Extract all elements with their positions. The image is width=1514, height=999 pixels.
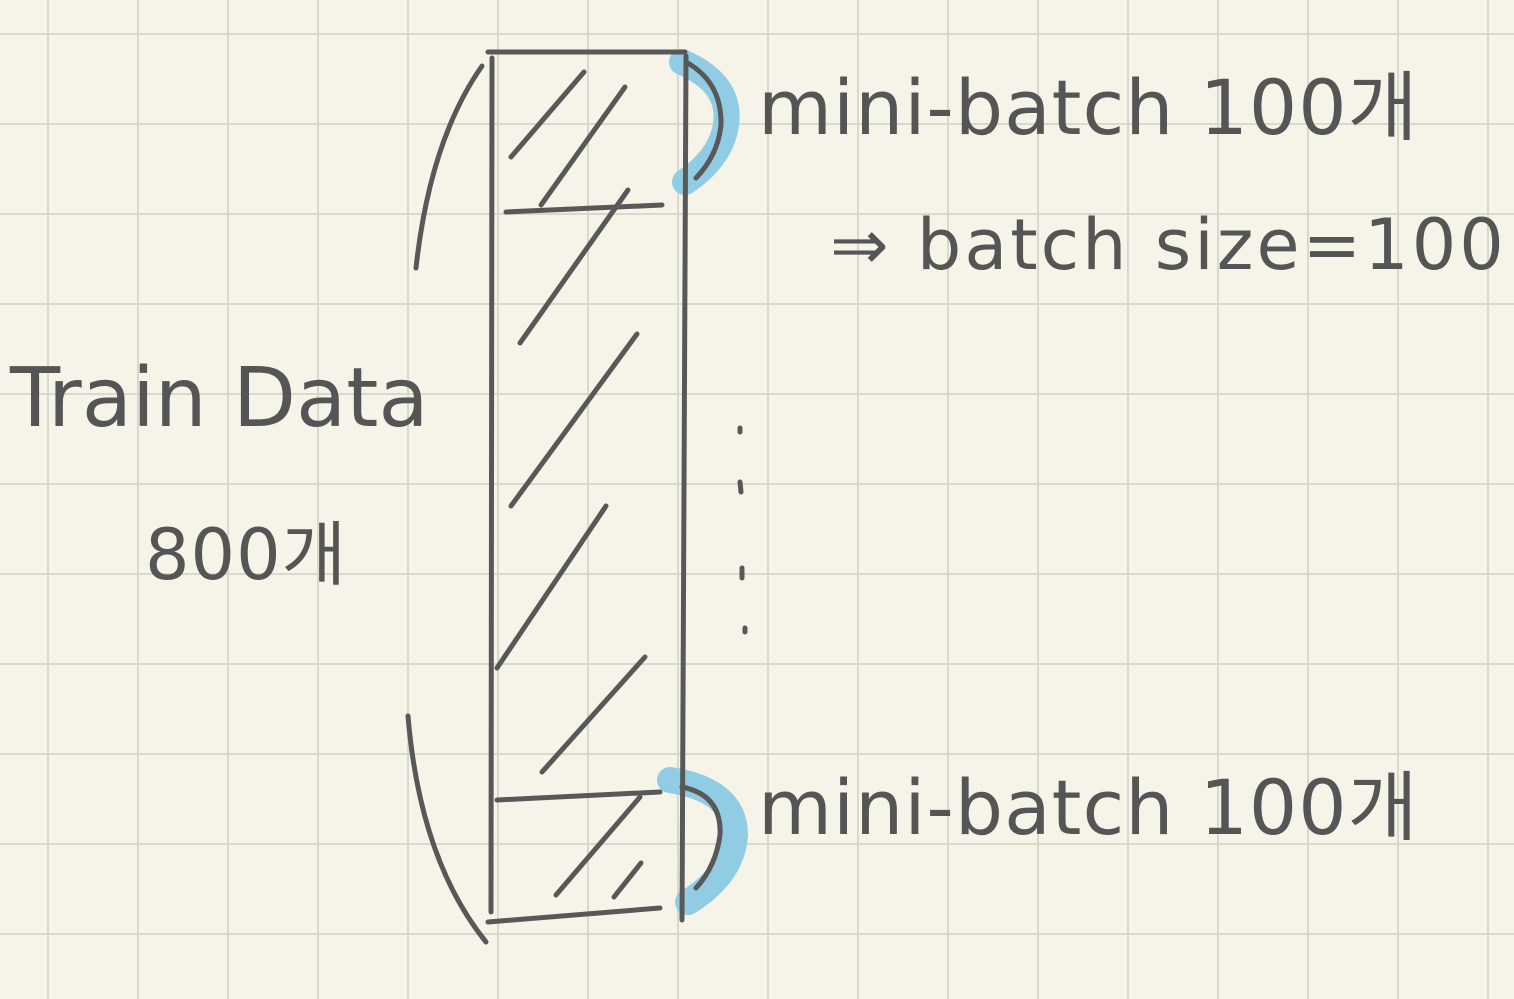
mini-batch-top-label: mini-batch 100개 bbox=[758, 63, 1419, 152]
mini-batch-bottom-label: mini-batch 100개 bbox=[758, 763, 1419, 852]
hatch-stroke bbox=[508, 331, 640, 509]
train-data-label: Train Data bbox=[10, 351, 429, 446]
hatching bbox=[494, 69, 648, 900]
data-column-bottom-edge bbox=[485, 905, 663, 925]
hatch-stroke bbox=[611, 860, 644, 900]
train-data-count: 800개 bbox=[145, 514, 348, 596]
bottom-batch-divider bbox=[494, 789, 663, 803]
top-bracket bbox=[683, 59, 724, 181]
hatch-stroke bbox=[538, 84, 628, 208]
top-batch-divider bbox=[503, 202, 665, 215]
hatch-stroke bbox=[517, 187, 631, 346]
train-data-brace-upper bbox=[413, 63, 485, 271]
hatch-stroke bbox=[553, 794, 643, 898]
train-data-brace-lower bbox=[405, 713, 489, 945]
ellipsis-dots bbox=[737, 425, 748, 635]
hatch-stroke bbox=[494, 503, 609, 671]
hatch-stroke bbox=[539, 654, 648, 775]
ellipsis-dot bbox=[737, 479, 744, 495]
hatch-stroke bbox=[508, 69, 587, 160]
bottom-bracket-highlight bbox=[657, 767, 748, 915]
bottom-bracket bbox=[679, 784, 723, 891]
data-column-right-edge bbox=[679, 53, 689, 923]
batch-size-note: ⇒ batch size=100 bbox=[830, 204, 1507, 286]
data-column-left-edge bbox=[488, 55, 495, 915]
